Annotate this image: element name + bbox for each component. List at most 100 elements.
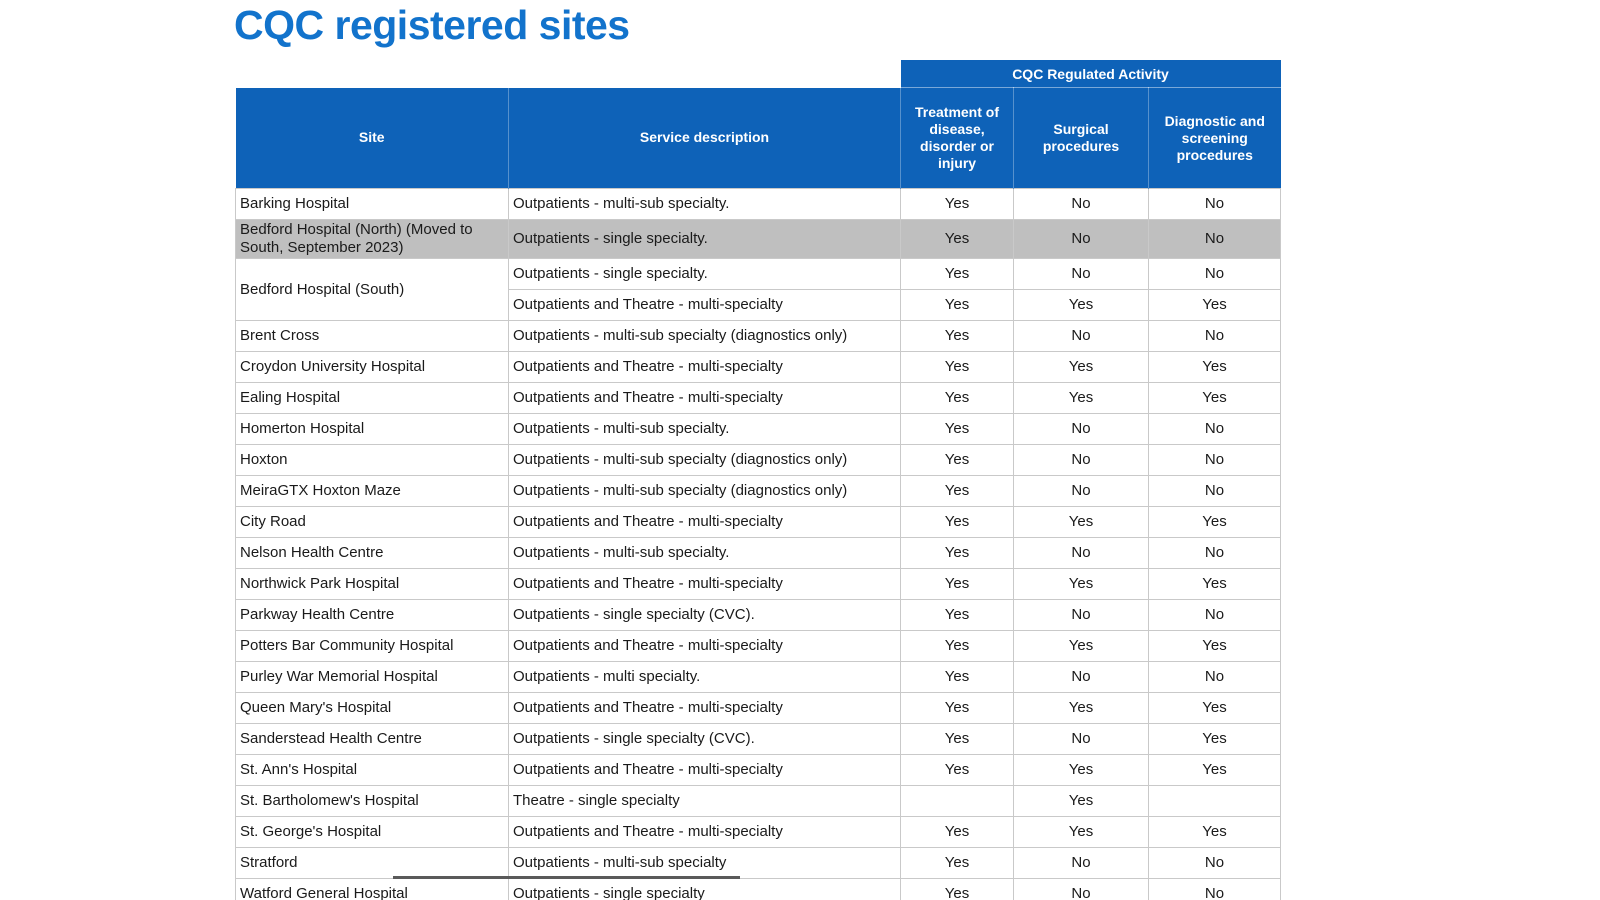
service-description-cell[interactable]: Outpatients and Theatre - multi-specialt… — [508, 289, 901, 321]
diagnostic-cell[interactable]: Yes — [1148, 382, 1281, 414]
surgical-cell[interactable]: No — [1013, 188, 1149, 220]
site-cell[interactable]: City Road — [235, 506, 509, 538]
treatment-cell[interactable]: Yes — [900, 661, 1014, 693]
diagnostic-cell[interactable]: Yes — [1148, 723, 1281, 755]
surgical-cell[interactable]: Yes — [1013, 289, 1149, 321]
service-description-cell[interactable]: Outpatients - single specialty. — [508, 258, 901, 290]
site-cell[interactable]: Bedford Hospital (North) (Moved to South… — [235, 219, 509, 259]
service-description-cell[interactable]: Outpatients and Theatre - multi-specialt… — [508, 382, 901, 414]
diagnostic-cell[interactable]: No — [1148, 661, 1281, 693]
service-description-cell[interactable]: Outpatients - multi-sub specialty — [508, 847, 901, 879]
site-cell[interactable]: Queen Mary's Hospital — [235, 692, 509, 724]
treatment-cell[interactable]: Yes — [900, 188, 1014, 220]
site-cell[interactable]: Parkway Health Centre — [235, 599, 509, 631]
surgical-cell[interactable]: No — [1013, 258, 1149, 290]
site-cell[interactable]: Brent Cross — [235, 320, 509, 352]
diagnostic-cell[interactable]: Yes — [1148, 692, 1281, 724]
surgical-cell[interactable]: No — [1013, 475, 1149, 507]
service-description-cell[interactable]: Outpatients - multi-sub specialty (diagn… — [508, 444, 901, 476]
site-cell[interactable]: MeiraGTX Hoxton Maze — [235, 475, 509, 507]
site-cell[interactable]: St. George's Hospital — [235, 816, 509, 848]
column-header-site[interactable]: Site — [235, 87, 509, 189]
site-cell[interactable]: Homerton Hospital — [235, 413, 509, 445]
service-description-cell[interactable]: Outpatients and Theatre - multi-specialt… — [508, 692, 901, 724]
diagnostic-cell[interactable]: No — [1148, 413, 1281, 445]
service-description-cell[interactable]: Outpatients - multi specialty. — [508, 661, 901, 693]
diagnostic-cell[interactable]: No — [1148, 599, 1281, 631]
service-description-cell[interactable]: Outpatients - multi-sub specialty. — [508, 413, 901, 445]
treatment-cell[interactable]: Yes — [900, 258, 1014, 290]
site-cell[interactable]: Nelson Health Centre — [235, 537, 509, 569]
site-cell[interactable]: Croydon University Hospital — [235, 351, 509, 383]
service-description-cell[interactable]: Outpatients - multi-sub specialty. — [508, 537, 901, 569]
service-description-cell[interactable]: Outpatients - multi-sub specialty (diagn… — [508, 475, 901, 507]
service-description-cell[interactable]: Outpatients and Theatre - multi-specialt… — [508, 568, 901, 600]
service-description-cell[interactable]: Outpatients and Theatre - multi-specialt… — [508, 351, 901, 383]
treatment-cell[interactable]: Yes — [900, 475, 1014, 507]
surgical-cell[interactable]: No — [1013, 661, 1149, 693]
treatment-cell[interactable]: Yes — [900, 506, 1014, 538]
service-description-cell[interactable]: Outpatients - multi-sub specialty (diagn… — [508, 320, 901, 352]
surgical-cell[interactable]: Yes — [1013, 382, 1149, 414]
column-header-surgical[interactable]: Surgical procedures — [1013, 87, 1149, 189]
surgical-cell[interactable]: No — [1013, 599, 1149, 631]
diagnostic-cell[interactable]: No — [1148, 444, 1281, 476]
column-header-treatment[interactable]: Treatment of disease, disorder or injury — [900, 87, 1014, 189]
diagnostic-cell[interactable]: No — [1148, 475, 1281, 507]
site-cell[interactable]: Ealing Hospital — [235, 382, 509, 414]
site-cell[interactable]: Sanderstead Health Centre — [235, 723, 509, 755]
treatment-cell[interactable]: Yes — [900, 289, 1014, 321]
treatment-cell[interactable]: Yes — [900, 599, 1014, 631]
site-cell[interactable]: Stratford — [235, 847, 509, 879]
surgical-cell[interactable]: No — [1013, 413, 1149, 445]
treatment-cell[interactable]: Yes — [900, 847, 1014, 879]
surgical-cell[interactable]: No — [1013, 444, 1149, 476]
treatment-cell[interactable]: Yes — [900, 219, 1014, 259]
treatment-cell[interactable]: Yes — [900, 537, 1014, 569]
diagnostic-cell[interactable]: Yes — [1148, 568, 1281, 600]
site-cell[interactable]: Bedford Hospital (South) — [235, 258, 509, 321]
service-description-cell[interactable]: Theatre - single specialty — [508, 785, 901, 817]
treatment-cell[interactable]: Yes — [900, 351, 1014, 383]
service-description-cell[interactable]: Outpatients and Theatre - multi-specialt… — [508, 754, 901, 786]
surgical-cell[interactable]: Yes — [1013, 351, 1149, 383]
diagnostic-cell[interactable]: No — [1148, 188, 1281, 220]
site-cell[interactable]: Watford General Hospital — [235, 878, 509, 900]
column-header-diagnostic[interactable]: Diagnostic and screening procedures — [1148, 87, 1281, 189]
diagnostic-cell[interactable]: Yes — [1148, 754, 1281, 786]
treatment-cell[interactable] — [900, 785, 1014, 817]
diagnostic-cell[interactable]: Yes — [1148, 630, 1281, 662]
diagnostic-cell[interactable]: No — [1148, 258, 1281, 290]
treatment-cell[interactable]: Yes — [900, 444, 1014, 476]
diagnostic-cell[interactable]: Yes — [1148, 351, 1281, 383]
surgical-cell[interactable]: Yes — [1013, 506, 1149, 538]
service-description-cell[interactable]: Outpatients - single specialty — [508, 878, 901, 900]
surgical-cell[interactable]: Yes — [1013, 754, 1149, 786]
site-cell[interactable]: Northwick Park Hospital — [235, 568, 509, 600]
site-cell[interactable]: Potters Bar Community Hospital — [235, 630, 509, 662]
diagnostic-cell[interactable]: No — [1148, 219, 1281, 259]
service-description-cell[interactable]: Outpatients - single specialty (CVC). — [508, 723, 901, 755]
service-description-cell[interactable]: Outpatients and Theatre - multi-specialt… — [508, 816, 901, 848]
surgical-cell[interactable]: Yes — [1013, 568, 1149, 600]
column-header-service-description[interactable]: Service description — [508, 87, 901, 189]
treatment-cell[interactable]: Yes — [900, 692, 1014, 724]
diagnostic-cell[interactable]: No — [1148, 878, 1281, 900]
treatment-cell[interactable]: Yes — [900, 630, 1014, 662]
service-description-cell[interactable]: Outpatients and Theatre - multi-specialt… — [508, 506, 901, 538]
service-description-cell[interactable]: Outpatients - single specialty (CVC). — [508, 599, 901, 631]
surgical-cell[interactable]: Yes — [1013, 816, 1149, 848]
diagnostic-cell[interactable]: No — [1148, 847, 1281, 879]
surgical-cell[interactable]: No — [1013, 219, 1149, 259]
diagnostic-cell[interactable]: Yes — [1148, 816, 1281, 848]
treatment-cell[interactable]: Yes — [900, 878, 1014, 900]
surgical-cell[interactable]: Yes — [1013, 630, 1149, 662]
surgical-cell[interactable]: No — [1013, 847, 1149, 879]
diagnostic-cell[interactable]: No — [1148, 320, 1281, 352]
service-description-cell[interactable]: Outpatients and Theatre - multi-specialt… — [508, 630, 901, 662]
service-description-cell[interactable]: Outpatients - single specialty. — [508, 219, 901, 259]
surgical-cell[interactable]: No — [1013, 537, 1149, 569]
treatment-cell[interactable]: Yes — [900, 754, 1014, 786]
site-cell[interactable]: St. Bartholomew's Hospital — [235, 785, 509, 817]
site-cell[interactable]: Hoxton — [235, 444, 509, 476]
